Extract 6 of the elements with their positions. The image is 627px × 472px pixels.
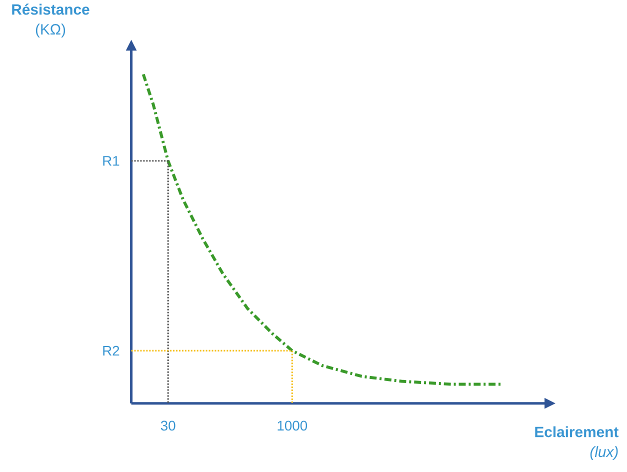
annotation: R2 xyxy=(103,346,120,356)
annotation: R1 xyxy=(103,156,120,166)
x-tick-label: 1000 xyxy=(278,420,308,431)
x-tick-label: 30 xyxy=(160,420,176,431)
x-axis-title: Eclairement (lux) xyxy=(535,426,618,460)
y-axis-title: Résistance (KΩ) xyxy=(12,4,90,38)
